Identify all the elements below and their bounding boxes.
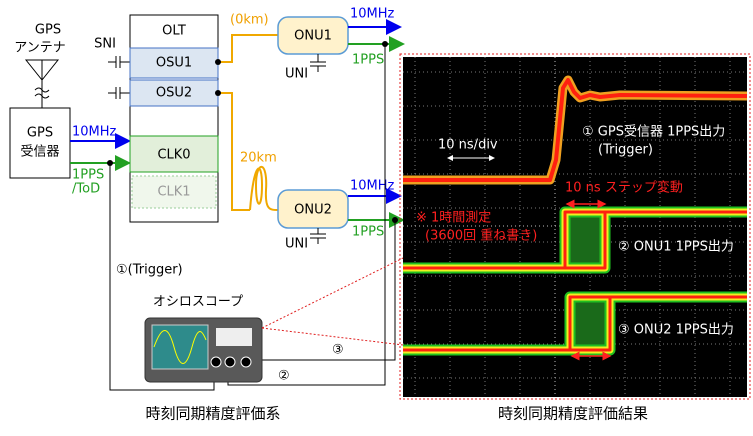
olt-title: OLT (162, 24, 186, 39)
trace1-label: ① GPS受信器 1PPS出力 (582, 125, 725, 140)
receiver-box (9, 107, 71, 179)
result-frame (399, 53, 751, 400)
trace1-label: (Trigger) (598, 143, 653, 158)
antenna-label: GPS (35, 23, 61, 38)
onu1-distance: (0km) (230, 13, 269, 28)
fiber (218, 92, 250, 211)
clk0-label: CLK0 (157, 148, 190, 163)
antenna-icon (24, 59, 60, 110)
trace (403, 78, 748, 182)
antenna-cable (34, 87, 50, 99)
receiver-1pps: 1PPS (72, 168, 104, 183)
onu1-uni: UNI (285, 67, 308, 82)
clk1-box (131, 175, 217, 209)
node (215, 59, 221, 65)
osu1-box (129, 47, 219, 79)
osu2-box (129, 79, 219, 107)
onu1-label: ONU1 (294, 29, 332, 44)
receiver-label: GPS (27, 126, 53, 141)
uni-symbol (310, 228, 326, 244)
onu2-10mhz: 10MHz (350, 179, 395, 194)
timebase: 10 ns/div (438, 138, 498, 153)
trace (403, 295, 747, 352)
caption: 時刻同期精度評価結果 (498, 405, 648, 423)
node (107, 160, 113, 166)
probe-wire (246, 220, 396, 361)
node (215, 90, 221, 96)
fiber-coil (249, 165, 279, 211)
trigger-label: ①(Trigger) (116, 263, 183, 278)
trace3-label: ③ ONU2 1PPS出力 (618, 323, 734, 338)
caption: 時刻同期精度評価系 (145, 405, 280, 423)
clk1-label: CLK1 (157, 185, 190, 200)
node (382, 41, 388, 47)
osu2-label: OSU2 (156, 86, 192, 101)
ch2-label: ② (278, 369, 290, 384)
onu2-uni: UNI (285, 237, 308, 252)
note: ※ 1時間測定 (416, 211, 491, 226)
sni-label: SNI (94, 37, 116, 52)
scope-wave (153, 330, 207, 364)
clk0-box (129, 135, 219, 173)
scope-knob (240, 356, 252, 368)
node (392, 217, 398, 223)
onu2-distance: 20km (240, 151, 277, 166)
scope-label: オシロスコープ (153, 295, 243, 310)
uni-symbol (310, 54, 326, 72)
edge-band (569, 296, 611, 351)
antenna-label: アンテナ (14, 41, 65, 56)
note: (3600回 重ね書き) (425, 228, 537, 244)
onu1-10mhz: 10MHz (350, 7, 395, 22)
zoom-line (261, 257, 404, 346)
sni-symbol (108, 56, 130, 99)
onu2-label: ONU2 (294, 203, 332, 218)
receiver-10mhz: 10MHz (72, 125, 117, 140)
onu1-1pps: 1PPS (352, 53, 384, 68)
onu2-box (277, 189, 349, 229)
edge-band (564, 211, 606, 269)
ch3-label: ③ (332, 343, 344, 358)
scope-knob (210, 356, 222, 368)
scope-buttons (216, 328, 252, 346)
traces (403, 75, 748, 356)
onu1-box (277, 16, 349, 55)
receiver-1pps: /ToD (72, 182, 100, 197)
receiver-label: 受信器 (20, 145, 59, 160)
step-label: 10 ns ステップ変動 (565, 180, 683, 196)
trace2-label: ② ONU1 1PPS出力 (618, 240, 734, 255)
osu1-label: OSU1 (156, 56, 192, 71)
trace (403, 210, 747, 270)
fiber (218, 34, 278, 63)
scope-knob (224, 356, 236, 368)
onu2-1pps: 1PPS (352, 225, 384, 240)
